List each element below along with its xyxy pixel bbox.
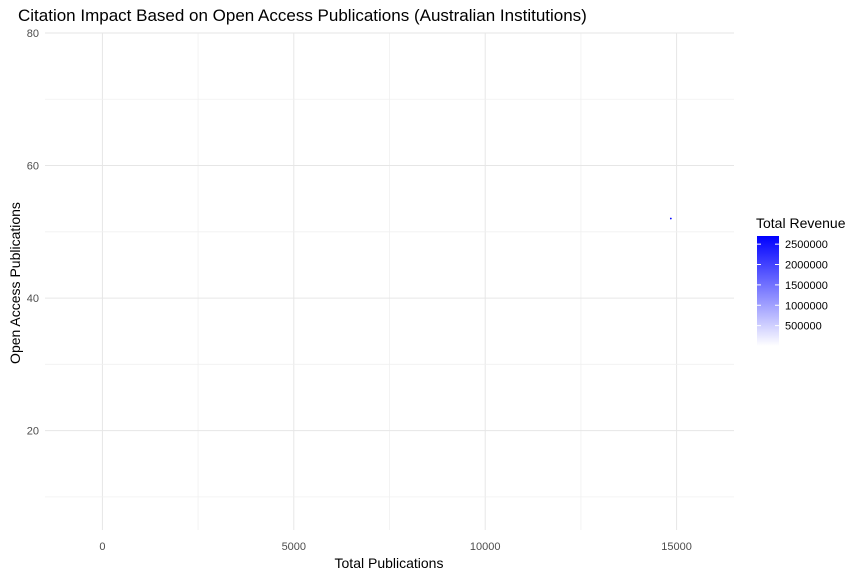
x-tick-label: 15000 <box>661 541 692 553</box>
x-tick-label: 10000 <box>470 541 501 553</box>
legend-tick-label: 2000000 <box>785 260 828 272</box>
x-tick-label: 0 <box>99 541 105 553</box>
x-tick-label: 5000 <box>282 541 306 553</box>
y-tick-label: 40 <box>27 293 39 305</box>
chart-title: Citation Impact Based on Open Access Pub… <box>18 6 587 25</box>
legend-tick-label: 2500000 <box>785 239 828 251</box>
legend-tick-label: 1000000 <box>785 300 828 312</box>
legend-colorbar <box>757 236 779 346</box>
data-points <box>669 217 672 220</box>
y-tick-label: 20 <box>27 426 39 438</box>
color-legend: Total Revenue 500000 1000000 1500000 200000… <box>756 215 846 346</box>
y-axis-ticks: 20 40 60 80 <box>27 28 39 438</box>
y-tick-label: 80 <box>27 28 39 40</box>
data-point <box>669 217 672 220</box>
grid-lines <box>45 32 734 530</box>
x-axis-title: Total Publications <box>335 555 444 571</box>
legend-tick-label: 500000 <box>785 321 822 333</box>
legend-title: Total Revenue <box>756 215 846 231</box>
legend-tick-label: 1500000 <box>785 280 828 292</box>
y-axis-title: Open Access Publications <box>7 202 23 364</box>
legend-ticks: 500000 1000000 1500000 2000000 2500000 <box>757 239 828 333</box>
x-axis-ticks: 0 5000 10000 15000 <box>99 541 692 553</box>
y-tick-label: 60 <box>27 161 39 173</box>
